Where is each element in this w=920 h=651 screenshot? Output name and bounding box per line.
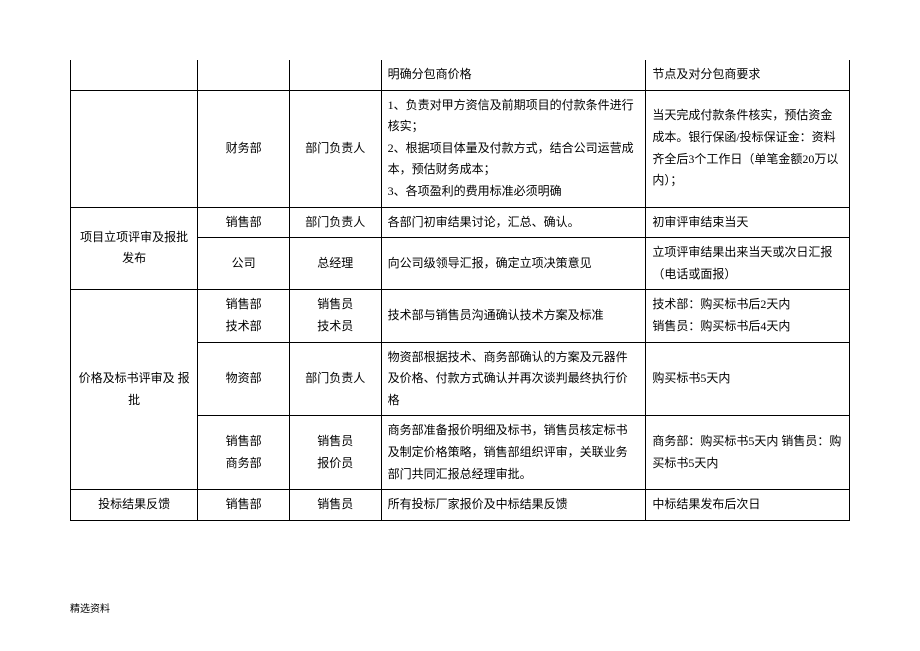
footer-text: 精选资料 <box>70 600 110 615</box>
table-cell: 立项评审结果出来当天或次日汇报（电话或面报） <box>646 238 850 290</box>
table-cell: 销售员技术员 <box>289 290 381 342</box>
table-row: 财务部部门负责人1、负责对甲方资信及前期项目的付款条件进行核实；2、根据项目体量… <box>71 90 850 207</box>
table-cell: 销售部技术部 <box>198 290 290 342</box>
table-cell <box>198 60 290 90</box>
table-cell: 销售员 <box>289 490 381 521</box>
cell-line: 技术员 <box>296 316 375 338</box>
table-cell: 公司 <box>198 238 290 290</box>
table-cell <box>71 90 198 207</box>
table-cell: 技术部：购买标书后2天内销售员：购买标书后4天内 <box>646 290 850 342</box>
table-cell: 物资部 <box>198 342 290 416</box>
table-cell: 销售部商务部 <box>198 416 290 490</box>
cell-line: 销售员 <box>296 431 375 453</box>
table-cell: 总经理 <box>289 238 381 290</box>
cell-line: 商务部 <box>204 453 283 475</box>
cell-line: 技术部 <box>204 316 283 338</box>
page: 明确分包商价格节点及对分包商要求财务部部门负责人1、负责对甲方资信及前期项目的付… <box>0 0 920 651</box>
table-cell <box>289 60 381 90</box>
table-cell: 1、负责对甲方资信及前期项目的付款条件进行核实；2、根据项目体量及付款方式，结合… <box>381 90 646 207</box>
cell-line: 销售部 <box>204 431 283 453</box>
table-cell: 财务部 <box>198 90 290 207</box>
process-table: 明确分包商价格节点及对分包商要求财务部部门负责人1、负责对甲方资信及前期项目的付… <box>70 60 850 521</box>
table-row: 投标结果反馈销售部销售员所有投标厂家报价及中标结果反馈中标结果发布后次日 <box>71 490 850 521</box>
table-cell: 所有投标厂家报价及中标结果反馈 <box>381 490 646 521</box>
table-cell: 价格及标书评审及 报批 <box>71 290 198 490</box>
process-table-body: 明确分包商价格节点及对分包商要求财务部部门负责人1、负责对甲方资信及前期项目的付… <box>71 60 850 520</box>
table-cell: 技术部与销售员沟通确认技术方案及标准 <box>381 290 646 342</box>
table-cell: 销售部 <box>198 490 290 521</box>
table-cell: 项目立项评审及报批发布 <box>71 207 198 290</box>
table-cell: 商务部：购买标书5天内 销售员：购买标书5天内 <box>646 416 850 490</box>
cell-line: 销售员 <box>296 294 375 316</box>
table-cell: 各部门初审结果讨论，汇总、确认。 <box>381 207 646 238</box>
table-cell: 物资部根据技术、商务部确认的方案及元器件及价格、付款方式确认并再次谈判最终执行价… <box>381 342 646 416</box>
table-cell: 购买标书5天内 <box>646 342 850 416</box>
table-cell: 中标结果发布后次日 <box>646 490 850 521</box>
table-cell: 部门负责人 <box>289 342 381 416</box>
cell-line: 销售部 <box>204 294 283 316</box>
table-cell: 初审评审结束当天 <box>646 207 850 238</box>
table-row: 明确分包商价格节点及对分包商要求 <box>71 60 850 90</box>
table-cell: 当天完成付款条件核实，预估资金成本。银行保函/投标保证金：资料齐全后3个工作日（… <box>646 90 850 207</box>
table-cell: 部门负责人 <box>289 207 381 238</box>
cell-line: 报价员 <box>296 453 375 475</box>
table-row: 价格及标书评审及 报批销售部技术部销售员技术员技术部与销售员沟通确认技术方案及标… <box>71 290 850 342</box>
table-cell: 销售员报价员 <box>289 416 381 490</box>
table-cell: 节点及对分包商要求 <box>646 60 850 90</box>
table-cell: 向公司级领导汇报，确定立项决策意见 <box>381 238 646 290</box>
table-cell: 部门负责人 <box>289 90 381 207</box>
table-cell: 投标结果反馈 <box>71 490 198 521</box>
table-cell: 销售部 <box>198 207 290 238</box>
table-cell <box>71 60 198 90</box>
table-cell: 明确分包商价格 <box>381 60 646 90</box>
table-cell: 商务部准备报价明细及标书，销售员核定标书及制定价格策略，销售部组织评审，关联业务… <box>381 416 646 490</box>
table-row: 项目立项评审及报批发布销售部部门负责人各部门初审结果讨论，汇总、确认。初审评审结… <box>71 207 850 238</box>
